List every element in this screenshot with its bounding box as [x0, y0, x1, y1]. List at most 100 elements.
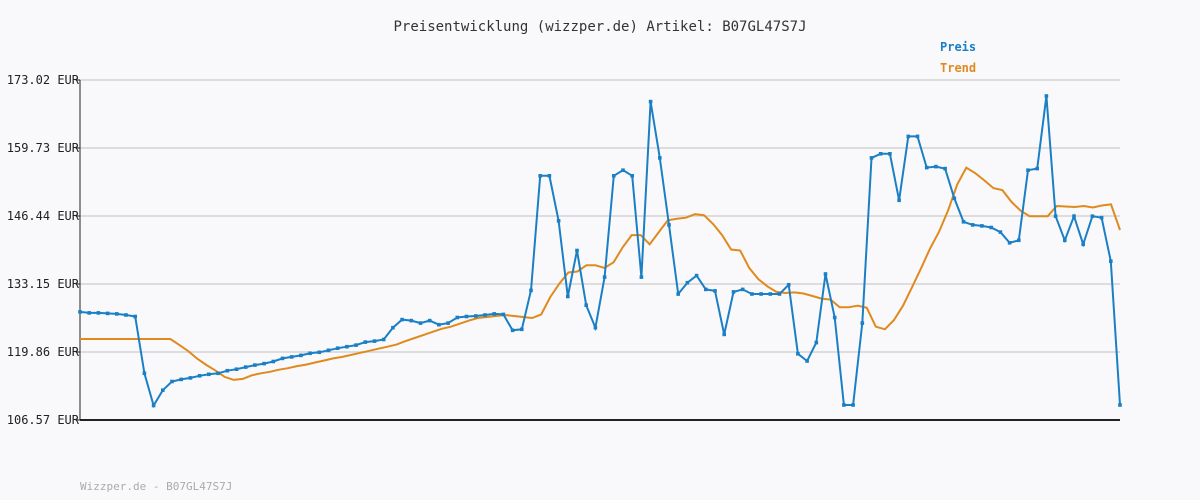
data-point	[299, 353, 303, 358]
data-point	[860, 321, 865, 325]
data-point	[1044, 94, 1049, 98]
y-tick-label: 106.57 EUR	[7, 413, 80, 427]
data-point	[943, 166, 947, 171]
data-point	[897, 198, 901, 203]
data-point	[704, 287, 708, 292]
data-point	[418, 321, 423, 325]
data-point	[915, 134, 920, 139]
data-point	[216, 371, 220, 376]
data-point	[234, 367, 239, 371]
data-point	[538, 174, 542, 178]
data-point	[179, 377, 183, 382]
data-point	[805, 359, 809, 363]
data-point	[271, 359, 276, 364]
data-point	[188, 376, 193, 380]
data-point	[814, 340, 819, 345]
data-point	[869, 156, 874, 160]
data-point	[566, 294, 570, 299]
data-point	[842, 403, 846, 407]
data-point	[1072, 214, 1076, 218]
data-point	[731, 290, 736, 294]
data-point	[409, 318, 414, 323]
data-point	[584, 303, 588, 307]
data-point	[1017, 238, 1021, 243]
y-tick-label: 133.15 EUR	[7, 277, 80, 291]
data-point	[648, 99, 653, 104]
data-point	[529, 288, 533, 293]
data-point	[115, 312, 119, 316]
axes	[76, 79, 1120, 421]
data-point	[308, 351, 312, 356]
data-point	[87, 311, 91, 315]
y-tick-label: 159.73 EUR	[7, 141, 80, 155]
data-point	[547, 174, 552, 178]
data-point	[639, 275, 644, 279]
data-point	[427, 318, 432, 323]
data-point	[556, 219, 561, 223]
data-point	[593, 325, 598, 330]
data-point	[630, 174, 634, 178]
data-point	[1035, 166, 1039, 171]
data-point	[823, 272, 828, 276]
data-point	[381, 337, 386, 342]
y-tick-label: 119.86 EUR	[7, 345, 80, 359]
data-point	[612, 174, 616, 178]
data-point	[455, 315, 460, 320]
data-point	[464, 314, 469, 319]
data-point	[345, 344, 349, 349]
data-point	[400, 317, 404, 322]
data-point	[759, 292, 763, 296]
data-point	[878, 152, 883, 156]
data-point	[722, 332, 726, 337]
data-point	[391, 325, 395, 330]
data-point	[888, 152, 892, 156]
series-line-preis	[79, 95, 1121, 408]
data-point	[335, 346, 340, 350]
data-point	[197, 374, 202, 378]
data-point	[243, 365, 248, 369]
data-point	[262, 361, 266, 366]
data-point	[713, 289, 717, 293]
data-point	[510, 328, 515, 333]
data-point	[124, 313, 128, 317]
legend-item-preis: Preis	[940, 40, 977, 54]
data-point	[980, 224, 984, 228]
data-point	[768, 292, 773, 296]
data-point	[78, 310, 82, 314]
data-point	[786, 283, 791, 287]
data-point	[685, 280, 690, 285]
data-point	[253, 363, 257, 367]
data-point	[961, 220, 966, 224]
data-point	[1109, 259, 1113, 263]
data-point	[970, 223, 975, 227]
series-layer	[78, 94, 1122, 408]
data-point	[694, 273, 699, 278]
data-point	[621, 168, 625, 172]
data-point	[1063, 238, 1067, 243]
data-point	[289, 355, 294, 359]
data-point	[161, 388, 165, 392]
data-point	[667, 223, 671, 227]
data-point	[363, 340, 368, 344]
data-point	[520, 327, 524, 332]
footer-caption: Wizzper.de - B07GL47S7J	[80, 480, 233, 493]
data-point	[658, 156, 662, 160]
data-point	[952, 196, 957, 201]
data-point	[372, 339, 377, 343]
data-point	[1007, 241, 1012, 245]
data-point	[796, 352, 800, 356]
data-point	[225, 368, 230, 373]
y-tick-label: 173.02 EUR	[7, 73, 80, 87]
data-point	[832, 315, 837, 320]
data-point	[676, 292, 680, 296]
data-point	[446, 321, 450, 325]
legend-item-trend: Trend	[940, 61, 977, 75]
data-point	[133, 314, 137, 319]
series-line-trend	[80, 166, 1121, 381]
data-point	[96, 311, 101, 315]
data-point	[280, 356, 285, 361]
data-point	[1099, 215, 1104, 220]
chart-title: Preisentwicklung (wizzper.de) Artikel: B…	[393, 19, 807, 35]
data-point	[934, 164, 938, 169]
